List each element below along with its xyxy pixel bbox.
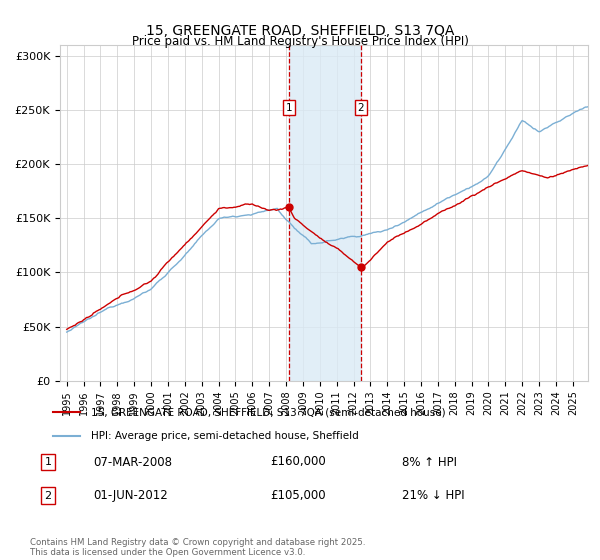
Text: 15, GREENGATE ROAD, SHEFFIELD, S13 7QA (semi-detached house): 15, GREENGATE ROAD, SHEFFIELD, S13 7QA (… — [91, 408, 445, 418]
Text: 2: 2 — [44, 491, 52, 501]
Text: 07-MAR-2008: 07-MAR-2008 — [93, 455, 172, 469]
Text: Price paid vs. HM Land Registry's House Price Index (HPI): Price paid vs. HM Land Registry's House … — [131, 35, 469, 49]
Text: £160,000: £160,000 — [270, 455, 326, 469]
Text: 1: 1 — [44, 457, 52, 467]
Text: 2: 2 — [357, 102, 364, 113]
Text: 15, GREENGATE ROAD, SHEFFIELD, S13 7QA: 15, GREENGATE ROAD, SHEFFIELD, S13 7QA — [146, 24, 454, 38]
Text: 8% ↑ HPI: 8% ↑ HPI — [402, 455, 457, 469]
Text: 1: 1 — [286, 102, 292, 113]
Text: HPI: Average price, semi-detached house, Sheffield: HPI: Average price, semi-detached house,… — [91, 431, 358, 441]
Bar — [289, 45, 361, 381]
Text: 01-JUN-2012: 01-JUN-2012 — [93, 489, 168, 502]
Text: 21% ↓ HPI: 21% ↓ HPI — [402, 489, 464, 502]
Text: £105,000: £105,000 — [270, 489, 326, 502]
Text: Contains HM Land Registry data © Crown copyright and database right 2025.
This d: Contains HM Land Registry data © Crown c… — [30, 538, 365, 557]
